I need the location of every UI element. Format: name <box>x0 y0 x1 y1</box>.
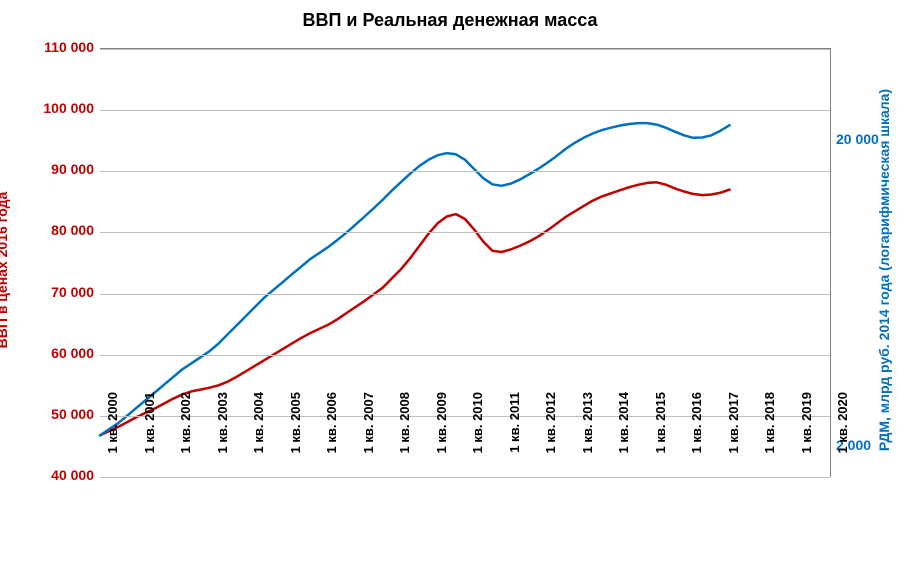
x-tick-label: 1 кв. 2009 <box>434 392 449 482</box>
x-tick-label: 1 кв. 2006 <box>324 392 339 482</box>
x-tick-label: 1 кв. 2002 <box>178 392 193 482</box>
x-tick-label: 1 кв. 2004 <box>251 392 266 482</box>
x-tick-label: 1 кв. 2010 <box>470 392 485 482</box>
y-left-tick-label: 40 000 <box>30 467 94 483</box>
x-tick-label: 1 кв. 2007 <box>361 392 376 482</box>
gridline <box>100 110 830 111</box>
x-tick-label: 1 кв. 2012 <box>543 392 558 482</box>
y-right-tick-label: 20 000 <box>836 131 879 147</box>
gridline <box>100 355 830 356</box>
y-left-tick-label: 110 000 <box>30 39 94 55</box>
x-tick-label: 1 кв. 2001 <box>142 392 157 482</box>
x-tick-label: 1 кв. 2000 <box>105 392 120 482</box>
chart-title: ВВП и Реальная денежная масса <box>0 10 900 31</box>
series-ВВП <box>100 182 730 435</box>
y-left-tick-label: 50 000 <box>30 406 94 422</box>
x-tick-label: 1 кв. 2015 <box>653 392 668 482</box>
x-tick-label: 1 кв. 2014 <box>616 392 631 482</box>
x-tick-label: 1 кв. 2013 <box>580 392 595 482</box>
gridline <box>100 232 830 233</box>
y-right-axis-title: РДМ, млрд руб. 2014 года (логарифмическа… <box>876 56 892 484</box>
y-left-axis-title: ВВП в ценах 2016 года <box>0 56 10 484</box>
x-tick-label: 1 кв. 2008 <box>397 392 412 482</box>
gridline <box>100 171 830 172</box>
gridline <box>100 49 830 50</box>
y-left-tick-label: 90 000 <box>30 161 94 177</box>
x-tick-label: 1 кв. 2011 <box>507 392 522 482</box>
x-tick-label: 1 кв. 2005 <box>288 392 303 482</box>
x-tick-label: 1 кв. 2018 <box>762 392 777 482</box>
chart-container: ВВП и Реальная денежная масса ВВП в цена… <box>0 0 900 588</box>
y-left-tick-label: 100 000 <box>30 100 94 116</box>
plot-area <box>100 48 831 477</box>
gridline <box>100 416 830 417</box>
chart-lines <box>100 49 830 477</box>
x-tick-label: 1 кв. 2017 <box>726 392 741 482</box>
gridline <box>100 477 830 478</box>
x-tick-label: 1 кв. 2003 <box>215 392 230 482</box>
y-left-tick-label: 60 000 <box>30 345 94 361</box>
x-tick-label: 1 кв. 2020 <box>835 392 850 482</box>
y-left-tick-label: 70 000 <box>30 284 94 300</box>
gridline <box>100 294 830 295</box>
series-РДМ <box>100 123 730 435</box>
x-tick-label: 1 кв. 2019 <box>799 392 814 482</box>
x-tick-label: 1 кв. 2016 <box>689 392 704 482</box>
y-left-tick-label: 80 000 <box>30 222 94 238</box>
